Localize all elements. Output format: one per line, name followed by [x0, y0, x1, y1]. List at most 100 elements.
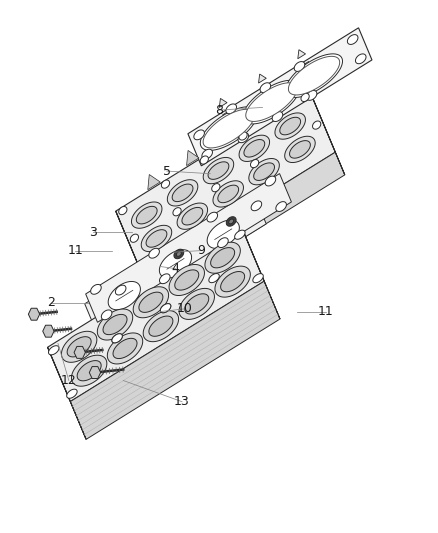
- Text: 9: 9: [198, 244, 205, 257]
- Polygon shape: [219, 99, 227, 108]
- Polygon shape: [239, 132, 247, 140]
- Polygon shape: [209, 273, 219, 282]
- Polygon shape: [148, 174, 160, 190]
- Polygon shape: [306, 91, 317, 100]
- Polygon shape: [130, 234, 138, 243]
- Polygon shape: [211, 248, 235, 268]
- Polygon shape: [107, 333, 143, 364]
- Polygon shape: [203, 157, 234, 184]
- Polygon shape: [141, 152, 345, 295]
- Polygon shape: [177, 203, 208, 229]
- Polygon shape: [226, 104, 237, 114]
- Polygon shape: [91, 285, 101, 294]
- Polygon shape: [258, 74, 266, 83]
- Polygon shape: [244, 140, 265, 157]
- Polygon shape: [251, 201, 261, 211]
- Polygon shape: [160, 304, 171, 313]
- Polygon shape: [159, 249, 191, 278]
- Polygon shape: [77, 361, 101, 381]
- Polygon shape: [71, 355, 107, 386]
- Polygon shape: [169, 264, 205, 295]
- Polygon shape: [310, 91, 345, 175]
- Polygon shape: [207, 220, 239, 248]
- Polygon shape: [115, 285, 126, 295]
- Text: 13: 13: [174, 395, 190, 408]
- Polygon shape: [194, 130, 205, 140]
- Polygon shape: [136, 206, 157, 224]
- Polygon shape: [246, 83, 297, 122]
- Polygon shape: [218, 238, 228, 247]
- Polygon shape: [203, 109, 254, 148]
- Text: 2: 2: [47, 296, 55, 309]
- Polygon shape: [173, 208, 181, 216]
- Polygon shape: [188, 28, 372, 166]
- Polygon shape: [207, 212, 218, 222]
- Text: 11: 11: [67, 244, 83, 257]
- Polygon shape: [103, 314, 127, 335]
- Polygon shape: [101, 310, 112, 320]
- Polygon shape: [139, 292, 163, 312]
- Polygon shape: [290, 141, 311, 158]
- Polygon shape: [280, 117, 300, 135]
- Polygon shape: [48, 227, 264, 401]
- Polygon shape: [74, 346, 85, 358]
- Polygon shape: [238, 133, 249, 143]
- Polygon shape: [313, 121, 321, 129]
- Polygon shape: [175, 270, 199, 290]
- Polygon shape: [265, 176, 276, 186]
- Polygon shape: [212, 183, 220, 192]
- Polygon shape: [159, 274, 170, 284]
- Polygon shape: [48, 347, 86, 439]
- Polygon shape: [108, 281, 141, 310]
- Polygon shape: [28, 308, 40, 320]
- Polygon shape: [67, 337, 91, 357]
- Polygon shape: [67, 389, 77, 398]
- Polygon shape: [161, 180, 170, 188]
- Polygon shape: [208, 162, 229, 179]
- Text: 5: 5: [163, 165, 171, 177]
- Polygon shape: [133, 287, 169, 318]
- Polygon shape: [149, 316, 173, 336]
- Polygon shape: [272, 112, 283, 122]
- Polygon shape: [97, 309, 133, 340]
- Polygon shape: [89, 367, 101, 378]
- Polygon shape: [179, 288, 215, 319]
- Polygon shape: [202, 149, 212, 159]
- Polygon shape: [113, 338, 137, 359]
- Polygon shape: [253, 273, 263, 282]
- Polygon shape: [167, 180, 198, 206]
- Polygon shape: [294, 62, 305, 71]
- Polygon shape: [301, 93, 309, 102]
- Text: 8: 8: [215, 103, 223, 117]
- Polygon shape: [61, 332, 97, 362]
- Polygon shape: [177, 252, 181, 256]
- Polygon shape: [262, 86, 269, 95]
- Polygon shape: [85, 198, 266, 330]
- Polygon shape: [356, 54, 366, 64]
- Polygon shape: [213, 181, 244, 207]
- Polygon shape: [235, 230, 245, 239]
- Polygon shape: [200, 156, 208, 164]
- Polygon shape: [276, 201, 286, 212]
- Polygon shape: [143, 311, 179, 342]
- Polygon shape: [226, 217, 236, 226]
- Text: 10: 10: [176, 302, 192, 316]
- Polygon shape: [241, 227, 280, 319]
- Polygon shape: [146, 230, 167, 247]
- Polygon shape: [298, 50, 306, 59]
- Polygon shape: [116, 91, 336, 272]
- Polygon shape: [112, 334, 122, 343]
- Polygon shape: [243, 80, 300, 124]
- Polygon shape: [174, 249, 184, 259]
- Polygon shape: [149, 248, 159, 258]
- Polygon shape: [185, 294, 209, 314]
- Polygon shape: [43, 325, 54, 337]
- Polygon shape: [116, 211, 151, 295]
- Polygon shape: [286, 54, 343, 98]
- Polygon shape: [251, 159, 259, 168]
- Polygon shape: [288, 56, 340, 95]
- Polygon shape: [301, 61, 309, 70]
- Polygon shape: [221, 271, 245, 292]
- Polygon shape: [239, 135, 269, 161]
- Polygon shape: [86, 174, 291, 322]
